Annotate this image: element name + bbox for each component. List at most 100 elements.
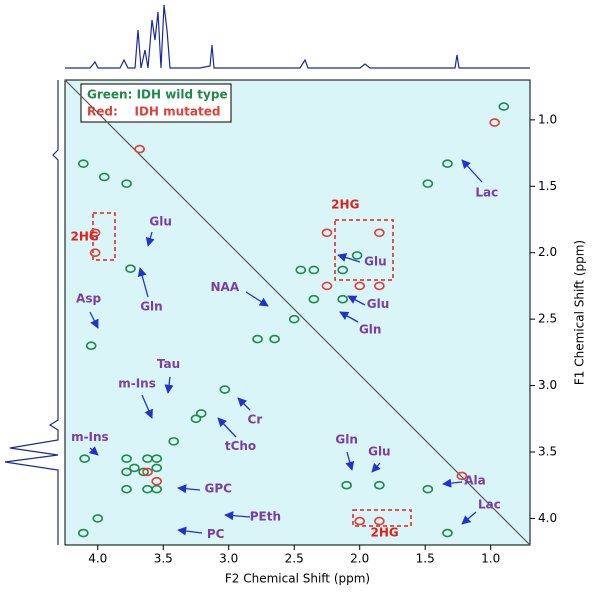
peak	[121, 467, 132, 477]
peak	[79, 454, 90, 463]
peak	[129, 463, 140, 473]
peak	[308, 265, 320, 275]
annotation: Ala	[464, 474, 486, 488]
peak	[151, 463, 162, 473]
legend-box	[80, 83, 232, 123]
peak	[269, 334, 280, 344]
annotation: m-Ins	[118, 377, 156, 391]
peak	[351, 251, 363, 260]
annotation: tCho	[225, 439, 256, 453]
annotation: m-Ins	[71, 430, 109, 444]
annotation: Glu	[368, 445, 391, 459]
peak	[151, 484, 162, 494]
annotation: Tau	[157, 357, 180, 371]
annotation: 2HG	[370, 526, 398, 540]
y-tick-label: 1.0	[538, 112, 557, 126]
peak	[92, 514, 104, 523]
peak	[354, 516, 366, 526]
peak	[78, 528, 89, 538]
peak	[190, 414, 202, 424]
x-tick-label: 1.0	[481, 552, 500, 566]
x-tick-label: 2.5	[285, 552, 304, 566]
peak	[442, 528, 453, 538]
peak	[422, 484, 434, 494]
annotation: Lac	[478, 498, 501, 512]
peak	[121, 179, 132, 188]
peak	[134, 144, 145, 154]
peak	[456, 471, 468, 481]
peak	[89, 248, 101, 258]
peak	[422, 179, 434, 188]
annotation: PEth	[250, 510, 281, 524]
peak	[151, 476, 162, 486]
left-projection	[4, 80, 59, 545]
peak	[98, 172, 110, 182]
legend-entry: Red: IDH mutated	[87, 105, 220, 119]
peak	[288, 314, 300, 324]
y-tick-label: 2.5	[538, 312, 557, 326]
y-tick-label: 3.5	[538, 445, 557, 459]
annotation: 2HG	[71, 229, 99, 243]
peak	[321, 228, 333, 238]
legend: Green: IDH wild type Red: IDH mutated	[80, 83, 232, 123]
annotation: Lac	[475, 185, 498, 199]
peak	[442, 159, 453, 168]
annotation: PC	[207, 527, 225, 541]
peak	[295, 265, 307, 275]
annotation: Glu	[364, 255, 387, 269]
annotation: Gln	[335, 433, 358, 447]
peak	[121, 484, 132, 494]
peak	[168, 437, 180, 446]
peak	[321, 281, 333, 291]
box	[334, 219, 394, 281]
annotation: GPC	[205, 482, 233, 496]
peak	[374, 480, 385, 490]
x-tick-label: 4.0	[88, 552, 107, 566]
peak	[78, 159, 89, 168]
x-tick-label: 1.5	[416, 552, 435, 566]
peak	[89, 228, 101, 238]
peak	[374, 516, 385, 526]
legend-entry: Green: IDH wild type	[87, 88, 228, 102]
annotation: Gln	[140, 300, 163, 314]
peak	[142, 467, 153, 477]
peak	[121, 454, 132, 463]
peak	[489, 118, 500, 127]
arrows	[88, 159, 483, 536]
peak	[308, 294, 320, 304]
peak	[498, 102, 510, 111]
annotation: Cr	[248, 413, 263, 427]
peak	[374, 281, 385, 291]
diagonal	[64, 79, 531, 546]
box	[352, 509, 412, 527]
peak	[138, 467, 149, 477]
y-tick-label: 1.5	[538, 179, 557, 193]
y-axis-label: F1 Chemical Shift (ppm)	[573, 240, 587, 385]
peak	[341, 480, 352, 490]
top-projection	[65, 4, 530, 69]
annotation: NAA	[210, 280, 239, 294]
x-tick-label: 3.5	[154, 552, 173, 566]
peak	[374, 228, 385, 238]
peak	[354, 281, 366, 291]
y-tick-label: 2.0	[538, 245, 557, 259]
annotation: Glu	[149, 215, 172, 229]
peak	[337, 294, 348, 304]
y-tick-label: 3.0	[538, 378, 557, 392]
annotation: Glu	[367, 297, 390, 311]
peak	[219, 385, 231, 394]
peak	[337, 265, 348, 275]
peak	[252, 334, 263, 344]
peak	[85, 341, 97, 351]
x-tick-label: 2.0	[350, 552, 369, 566]
annotation: Gln	[359, 322, 382, 336]
peak	[195, 409, 207, 418]
x-axis-label: F2 Chemical Shift (ppm)	[225, 572, 370, 586]
peak	[142, 454, 153, 463]
peak	[125, 264, 136, 273]
x-tick-label: 3.0	[219, 552, 238, 566]
annotation: 2HG	[331, 197, 359, 211]
y-tick-label: 4.0	[538, 511, 557, 525]
annotation: Asp	[76, 292, 101, 306]
